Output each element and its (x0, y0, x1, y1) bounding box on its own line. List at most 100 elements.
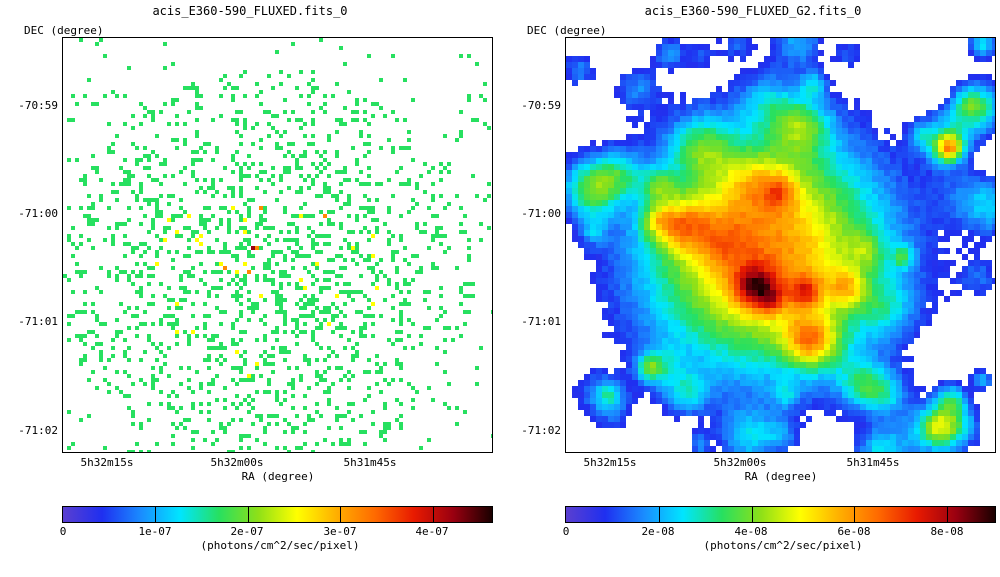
event-pixel (295, 214, 299, 218)
intensity-pixel (782, 110, 788, 116)
event-pixel (415, 222, 419, 226)
intensity-pixel (920, 242, 926, 248)
intensity-pixel (902, 356, 908, 362)
intensity-pixel (860, 134, 866, 140)
intensity-pixel (866, 110, 872, 116)
intensity-pixel (860, 356, 866, 362)
event-pixel (135, 314, 139, 318)
intensity-pixel (788, 128, 794, 134)
intensity-pixel (878, 206, 884, 212)
event-pixel (275, 50, 279, 54)
intensity-pixel (626, 272, 632, 278)
intensity-pixel (788, 68, 794, 74)
intensity-pixel (758, 146, 764, 152)
event-pixel (311, 418, 315, 422)
intensity-pixel (722, 158, 728, 164)
intensity-pixel (830, 134, 836, 140)
event-pixel (315, 370, 319, 374)
intensity-pixel (776, 326, 782, 332)
intensity-pixel (638, 386, 644, 392)
intensity-pixel (872, 386, 878, 392)
event-pixel (207, 246, 211, 250)
intensity-pixel (866, 320, 872, 326)
event-pixel (423, 290, 427, 294)
intensity-pixel (818, 356, 824, 362)
event-pixel (395, 286, 399, 290)
event-pixel (203, 178, 207, 182)
intensity-pixel (662, 278, 668, 284)
intensity-pixel (740, 74, 746, 80)
intensity-pixel (848, 236, 854, 242)
event-pixel (235, 342, 239, 346)
intensity-pixel (830, 116, 836, 122)
event-pixel (155, 214, 159, 218)
intensity-pixel (704, 380, 710, 386)
intensity-pixel (902, 140, 908, 146)
event-pixel (315, 358, 319, 362)
intensity-pixel (656, 182, 662, 188)
event-pixel (255, 174, 259, 178)
intensity-pixel (800, 86, 806, 92)
intensity-pixel (602, 386, 608, 392)
intensity-pixel (620, 386, 626, 392)
smoothed-image-frame[interactable] (565, 37, 996, 453)
event-pixel (167, 122, 171, 126)
intensity-pixel (860, 266, 866, 272)
event-pixel (275, 422, 279, 426)
event-pixel (107, 390, 111, 394)
intensity-pixel (620, 410, 626, 416)
event-pixel (239, 310, 243, 314)
intensity-pixel (902, 440, 908, 446)
intensity-pixel (884, 296, 890, 302)
intensity-pixel (668, 302, 674, 308)
event-pixel (371, 334, 375, 338)
event-pixel (91, 246, 95, 250)
intensity-pixel (794, 182, 800, 188)
event-pixel (367, 134, 371, 138)
intensity-pixel (620, 158, 626, 164)
intensity-pixel (890, 266, 896, 272)
intensity-pixel (608, 374, 614, 380)
intensity-pixel (860, 326, 866, 332)
event-pixel (211, 338, 215, 342)
event-pixel (319, 290, 323, 294)
intensity-pixel (686, 284, 692, 290)
intensity-pixel (770, 182, 776, 188)
intensity-pixel (824, 386, 830, 392)
intensity-pixel (716, 410, 722, 416)
event-pixel (391, 254, 395, 258)
event-pixel (347, 442, 351, 446)
intensity-pixel (722, 224, 728, 230)
event-pixel (335, 282, 339, 286)
intensity-pixel (866, 422, 872, 428)
event-pixel (211, 178, 215, 182)
event-pixel (203, 334, 207, 338)
intensity-pixel (620, 74, 626, 80)
intensity-pixel (866, 392, 872, 398)
intensity-pixel (776, 68, 782, 74)
event-pixel (243, 282, 247, 286)
intensity-pixel (602, 242, 608, 248)
intensity-pixel (836, 386, 842, 392)
intensity-pixel (848, 284, 854, 290)
event-pixel (355, 290, 359, 294)
event-pixel (407, 178, 411, 182)
event-pixel (155, 442, 159, 446)
intensity-pixel (782, 188, 788, 194)
intensity-pixel (692, 428, 698, 434)
intensity-pixel (842, 98, 848, 104)
intensity-pixel (578, 224, 584, 230)
intensity-pixel (656, 320, 662, 326)
intensity-pixel (740, 290, 746, 296)
intensity-pixel (650, 170, 656, 176)
fluxed-image-frame[interactable] (62, 37, 493, 453)
event-pixel (295, 334, 299, 338)
intensity-pixel (908, 122, 914, 128)
event-pixel (287, 366, 291, 370)
intensity-pixel (902, 302, 908, 308)
intensity-pixel (782, 368, 788, 374)
intensity-pixel (740, 38, 746, 44)
intensity-pixel (746, 440, 752, 446)
intensity-pixel (878, 344, 884, 350)
intensity-pixel (650, 398, 656, 404)
